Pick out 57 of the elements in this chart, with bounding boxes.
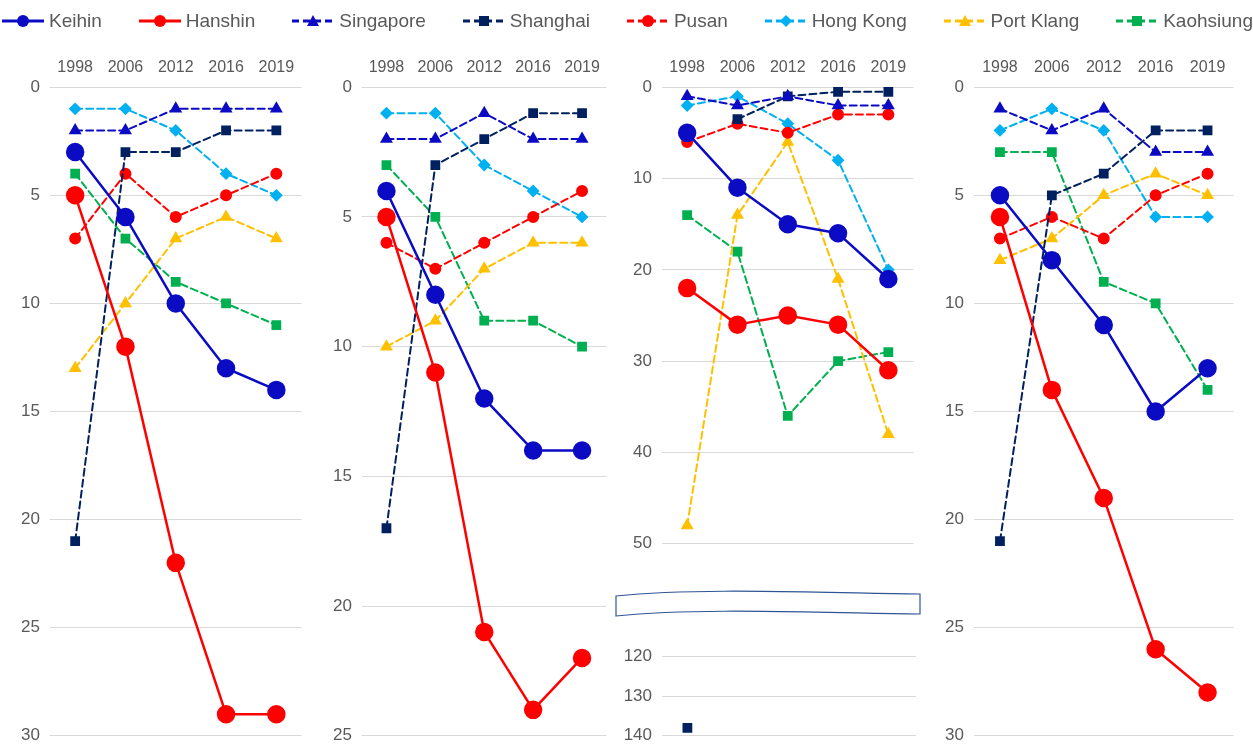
y-tick-label: 5 [342, 206, 352, 226]
y-tick-label: 15 [945, 401, 964, 421]
x-tick-label: 1998 [57, 58, 94, 76]
y-tick-label: 10 [945, 293, 964, 313]
y-tick-label: 10 [21, 293, 40, 313]
y-tick-label: 15 [333, 466, 352, 486]
x-tick-label: 2006 [719, 58, 756, 76]
y-tick-label: 0 [30, 76, 40, 96]
y-tick-label: 15 [21, 401, 40, 421]
x-tick-label: 2012 [466, 58, 503, 76]
y-tick-label: 30 [21, 725, 40, 745]
legend-label: Port Klang [990, 10, 1080, 32]
x-tick-label: 1998 [368, 58, 405, 76]
y-tick-label: 30 [945, 725, 964, 745]
x-tick-label: 2016 [208, 58, 244, 76]
y-tick-label: 25 [945, 617, 964, 637]
y-tick-label: 5 [954, 184, 964, 204]
y-tick-label: 5 [30, 184, 40, 204]
y-tick-label: 25 [21, 617, 40, 637]
x-tick-label: 2006 [417, 58, 454, 76]
x-tick-label: 1998 [669, 58, 706, 76]
x-tick-label: 2012 [157, 58, 194, 76]
y-tick-label: 25 [333, 725, 352, 745]
x-tick-label: 2016 [820, 58, 856, 76]
y-tick-label: 20 [21, 509, 40, 529]
legend-label: Shanghai [509, 10, 591, 32]
x-tick-label: 2019 [870, 58, 907, 76]
y-tick-label: 140 [623, 725, 652, 745]
x-tick-label: 2016 [515, 58, 552, 76]
y-tick-label: 120 [623, 645, 652, 665]
y-tick-label: 0 [342, 76, 352, 96]
legend-label: Kaohsiung [1163, 10, 1253, 32]
y-tick-label: 0 [954, 76, 964, 96]
x-tick-label: 2019 [1189, 58, 1226, 76]
x-tick-label: 2019 [258, 58, 295, 76]
y-tick-label: 10 [333, 336, 352, 356]
y-tick-label: 10 [633, 168, 652, 188]
legend-label: Hong Kong [811, 10, 907, 32]
legend-label: Keihin [49, 10, 102, 32]
x-tick-label: 2006 [1034, 58, 1070, 76]
y-tick-label: 20 [633, 259, 652, 279]
y-tick-label: 30 [633, 350, 652, 370]
x-tick-label: 2006 [107, 58, 144, 76]
legend-label: Hanshin [185, 10, 256, 32]
y-tick-label: 40 [633, 442, 652, 462]
legend-label: Singapore [339, 10, 426, 32]
y-tick-label: 130 [623, 685, 652, 705]
y-tick-label: 0 [642, 76, 652, 96]
y-tick-label: 20 [333, 595, 352, 615]
x-tick-label: 2016 [1137, 58, 1174, 76]
x-tick-label: 2012 [1085, 58, 1122, 76]
y-tick-label: 20 [945, 509, 964, 529]
y-tick-label: 50 [633, 533, 652, 553]
x-tick-label: 2019 [564, 58, 600, 76]
x-tick-label: 1998 [982, 58, 1018, 76]
x-tick-label: 2012 [769, 58, 806, 76]
legend-label: Pusan [673, 10, 728, 32]
